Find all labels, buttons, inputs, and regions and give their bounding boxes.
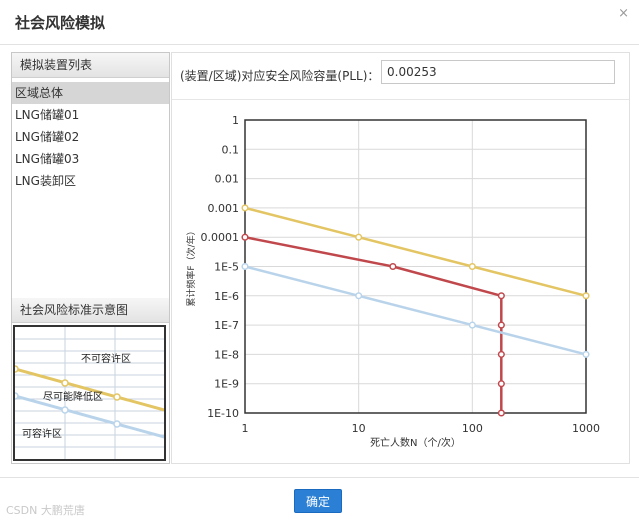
y-tick-label: 0.0001 [201,231,240,244]
diagram-upper-line [15,367,164,412]
close-icon[interactable]: × [618,6,629,21]
diagram-point [113,420,121,428]
series-point [355,233,363,241]
x-tick-label: 1 [242,422,249,435]
series-point [468,321,476,329]
y-tick-label: 1E-6 [214,290,239,303]
y-tick-label: 1E-7 [214,319,239,332]
series-line [244,265,587,356]
device-list-panel: 模拟装置列表 区域总体 LNG储罐01 LNG储罐02 LNG储罐03 LNG装… [11,52,170,464]
series-point [582,292,590,300]
diagram-label-top: 不可容许区 [81,352,131,365]
series-point [497,380,505,388]
dialog-footer: 确定 CSDN 大鹏荒唐 [0,477,639,523]
diagram-point [113,393,121,401]
y-tick-label: 0.01 [215,173,240,186]
series-point [497,350,505,358]
device-item[interactable]: LNG储罐01 [15,108,80,122]
pll-label: (装置/区域)对应安全风险容量(PLL)： [180,69,380,83]
series-point [241,233,249,241]
device-item[interactable]: 区域总体 [12,82,169,104]
diagram-label-bottom: 可容许区 [22,427,62,440]
y-tick-label: 1E-8 [214,348,239,361]
series-point [497,409,505,417]
diagram-lower-line [15,394,164,439]
diagram-svg: 不可容许区 尽可能降低区 可容许区 [15,327,164,459]
diagram-header: 社会风险标准示意图 [12,298,169,323]
series-point [389,262,397,271]
diagram-label-middle: 尽可能降低区 [43,390,103,403]
x-tick-label: 1000 [572,422,600,435]
chart-panel: (装置/区域)对应安全风险容量(PLL)： 1 0.1 0.01 0.001 0.000… [171,52,630,464]
diagram-point [61,406,69,414]
series-point [497,292,505,300]
series-point [241,204,249,212]
y-tick-label: 1E-10 [207,407,239,420]
fn-chart-container: 1 0.1 0.01 0.001 0.0001 1E-5 1E-6 1E-7 1E-8 1E-9 1… [172,100,629,462]
confirm-button[interactable]: 确定 [294,489,342,513]
pll-row: (装置/区域)对应安全风险容量(PLL)： [172,53,629,100]
y-tick-label: 1 [232,114,239,127]
device-list: 区域总体 LNG储罐01 LNG储罐02 LNG储罐03 LNG装卸区 [12,82,169,192]
y-tick-label: 1E-5 [214,261,239,274]
device-list-header: 模拟装置列表 [12,53,169,78]
series-line [244,206,587,298]
series-point [355,292,363,300]
dialog-title-bar: 社会风险模拟 × [0,0,639,45]
x-axis-label: 死亡人数N（个/次） [370,436,461,449]
device-item[interactable]: LNG储罐03 [15,152,80,166]
risk-standard-diagram: 不可容许区 尽可能降低区 可容许区 [13,325,166,461]
device-item[interactable]: LNG装卸区 [15,174,76,188]
y-tick-label: 0.001 [208,202,240,215]
series-point [582,350,590,358]
x-tick-label: 100 [462,422,483,435]
x-tick-label: 10 [352,422,366,435]
pll-input[interactable] [381,60,615,84]
diagram-point [15,392,19,400]
dialog-title: 社会风险模拟 [15,14,106,32]
device-item[interactable]: LNG储罐02 [15,130,80,144]
series-point [468,262,476,271]
y-tick-label: 1E-9 [214,378,239,391]
y-axis-label: 累计频率F（次/年） [185,226,197,306]
diagram-point [15,365,19,373]
y-tick-label: 0.1 [222,143,240,156]
fn-curve-chart: 1 0.1 0.01 0.001 0.0001 1E-5 1E-6 1E-7 1E-8 1E-9 1… [185,114,600,449]
series-point [241,262,249,271]
watermark: CSDN 大鹏荒唐 [6,504,85,517]
series-point [497,321,505,329]
diagram-point [61,379,69,387]
